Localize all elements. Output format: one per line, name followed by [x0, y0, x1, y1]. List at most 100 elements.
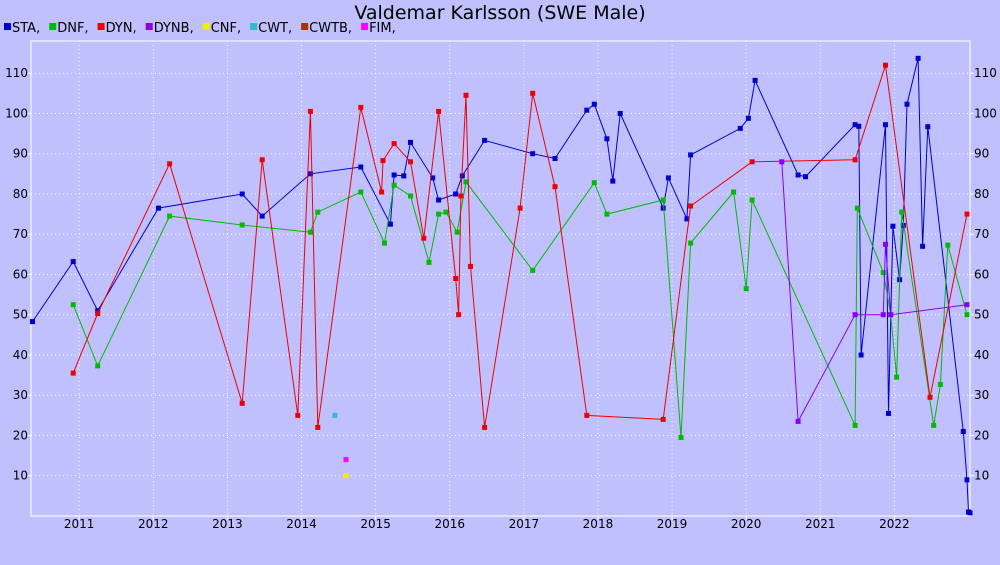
- data-point-dnf: [239, 222, 245, 228]
- data-point-sta: [886, 410, 891, 416]
- data-point-sta: [920, 243, 926, 249]
- data-point-sta: [752, 77, 758, 83]
- y-tick-label-right: 80: [974, 187, 989, 201]
- data-point-sta: [30, 319, 35, 325]
- data-point-dyn: [239, 400, 245, 406]
- legend-label-dyn: DYN,: [106, 21, 137, 36]
- legend-swatch-dyn: [97, 23, 105, 30]
- series-cnf: [343, 473, 349, 479]
- y-tick-label: 70: [13, 227, 28, 241]
- data-point-dnf: [95, 363, 101, 369]
- x-tick-label: 2014: [286, 517, 317, 531]
- data-point-sta: [453, 191, 459, 197]
- y-axis-right: 10 20 30 40 50 60 70 80 90 100 110: [970, 66, 997, 483]
- legend-label-dynb: DYNB,: [154, 21, 194, 36]
- y-tick-label: 110: [5, 66, 28, 80]
- series-line-dnf: [72, 180, 968, 438]
- data-point-dyn: [517, 205, 523, 211]
- data-point-dyn: [358, 104, 364, 110]
- data-point-dyn: [749, 159, 755, 165]
- legend-swatch-dynb: [145, 23, 153, 30]
- data-point-sta: [387, 221, 393, 227]
- data-point-sta: [530, 151, 536, 157]
- data-point-dyn: [436, 108, 442, 114]
- x-tick-label: 2012: [138, 517, 169, 531]
- data-point-dynb: [795, 418, 801, 424]
- data-point-dyn: [408, 159, 413, 165]
- data-point-dynb: [883, 241, 888, 247]
- legend-label-sta: STA,: [12, 21, 40, 36]
- data-point-dnf: [743, 286, 749, 292]
- data-point-sta: [610, 178, 616, 184]
- data-point-dyn: [530, 90, 536, 96]
- data-point-dnf: [899, 209, 905, 215]
- data-point-sta: [745, 115, 751, 121]
- data-point-dnf: [894, 374, 900, 380]
- data-point-sta: [408, 139, 413, 145]
- data-point-sta: [684, 216, 690, 222]
- data-point-dnf: [408, 193, 413, 199]
- data-point-dnf: [880, 270, 886, 275]
- y-axis-left: 10 20 30 40 50 60 70 80 90 100 110: [5, 66, 31, 483]
- data-point-dnf: [749, 197, 755, 203]
- data-point-dnf: [426, 259, 432, 265]
- data-point-dyn: [379, 189, 385, 195]
- legend-label-cnf: CNF,: [211, 21, 241, 36]
- plot-area: [30, 40, 971, 517]
- data-point-sta: [401, 173, 407, 179]
- data-point-dnf: [945, 242, 951, 248]
- data-point-sta: [391, 172, 397, 178]
- data-point-dyn: [482, 424, 488, 430]
- data-point-sta: [430, 175, 436, 181]
- legend-swatch-cnf: [202, 23, 210, 30]
- y-tick-label-right: 60: [974, 267, 989, 281]
- y-tick-label-right: 30: [974, 388, 989, 402]
- data-point-dyn: [456, 312, 462, 318]
- data-point-sta: [858, 352, 864, 358]
- y-tick-label: 90: [13, 147, 28, 161]
- data-point-sta: [552, 156, 558, 161]
- data-point-dyn: [421, 235, 427, 241]
- x-tick-label: 2011: [64, 517, 95, 531]
- y-tick-label-right: 50: [974, 308, 989, 322]
- series-dyn: [70, 62, 970, 430]
- y-tick-label-right: 100: [974, 106, 997, 120]
- data-point-dyn: [391, 141, 397, 147]
- data-point-sta: [890, 223, 896, 229]
- data-point-sta: [436, 197, 442, 203]
- data-point-dynb: [964, 302, 970, 308]
- data-point-sta: [883, 122, 888, 128]
- series-dnf: [70, 179, 970, 440]
- data-point-dnf: [307, 229, 313, 235]
- data-point-dnf: [530, 267, 536, 273]
- data-point-cwt: [332, 412, 338, 418]
- y-tick-label-right: 110: [974, 66, 997, 80]
- legend-swatch-dnf: [49, 23, 57, 30]
- data-point-sta: [482, 137, 488, 143]
- series-fim: [343, 457, 349, 463]
- y-tick-label-right: 20: [974, 428, 989, 442]
- data-point-sta: [660, 205, 666, 211]
- series-line-sta: [32, 58, 971, 514]
- data-point-dyn: [295, 412, 301, 418]
- y-tick-label: 40: [13, 348, 28, 362]
- data-point-dyn: [468, 263, 473, 269]
- data-point-dyn: [883, 62, 888, 68]
- data-point-dyn: [453, 276, 459, 281]
- legend-swatch-fim: [361, 23, 369, 30]
- data-point-dyn: [688, 203, 694, 209]
- y-tick-label: 80: [13, 187, 28, 201]
- data-point-dnf: [391, 182, 397, 188]
- data-point-dyn: [95, 311, 101, 316]
- data-point-sta: [604, 136, 610, 142]
- y-tick-label-right: 40: [974, 348, 989, 362]
- data-point-dnf: [688, 240, 694, 246]
- data-point-dnf: [591, 180, 597, 186]
- data-point-dnf: [70, 302, 76, 308]
- data-point-sta: [239, 191, 245, 197]
- data-point-sta: [307, 171, 313, 177]
- data-point-dnf: [931, 422, 937, 428]
- series-dynb: [779, 159, 970, 424]
